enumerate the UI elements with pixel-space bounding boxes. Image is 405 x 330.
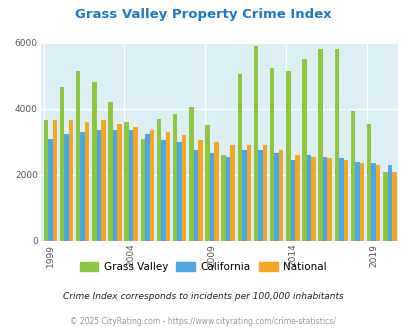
Bar [343, 160, 347, 241]
Bar [285, 71, 290, 241]
Bar [350, 111, 354, 241]
Bar [359, 163, 363, 241]
Bar [214, 142, 218, 241]
Text: Grass Valley Property Crime Index: Grass Valley Property Crime Index [75, 8, 330, 21]
Bar [140, 139, 145, 241]
Bar [96, 130, 101, 241]
Bar [230, 145, 234, 241]
Bar [274, 153, 278, 241]
Bar [165, 132, 170, 241]
Bar [391, 172, 396, 241]
Bar [311, 157, 315, 241]
Bar [128, 130, 133, 241]
Bar [52, 120, 57, 241]
Bar [68, 120, 73, 241]
Text: © 2025 CityRating.com - https://www.cityrating.com/crime-statistics/: © 2025 CityRating.com - https://www.city… [70, 317, 335, 326]
Bar [60, 87, 64, 241]
Bar [306, 155, 311, 241]
Bar [76, 71, 80, 241]
Bar [85, 122, 89, 241]
Bar [189, 107, 193, 241]
Bar [133, 127, 138, 241]
Bar [301, 59, 306, 241]
Bar [221, 155, 225, 241]
Bar [354, 162, 359, 241]
Bar [198, 140, 202, 241]
Bar [326, 158, 331, 241]
Bar [124, 122, 128, 241]
Bar [387, 165, 391, 241]
Bar [43, 120, 48, 241]
Bar [371, 163, 375, 241]
Bar [149, 130, 154, 241]
Bar [225, 157, 230, 241]
Bar [294, 155, 299, 241]
Bar [258, 150, 262, 241]
Bar [246, 145, 250, 241]
Bar [322, 157, 326, 241]
Bar [205, 125, 209, 241]
Bar [80, 132, 85, 241]
Bar [92, 82, 96, 241]
Text: Crime Index corresponds to incidents per 100,000 inhabitants: Crime Index corresponds to incidents per… [62, 292, 343, 301]
Bar [177, 142, 181, 241]
Bar [237, 74, 241, 241]
Bar [64, 134, 68, 241]
Bar [117, 124, 121, 241]
Bar [108, 102, 113, 241]
Bar [209, 153, 214, 241]
Bar [269, 68, 274, 241]
Bar [181, 135, 186, 241]
Bar [278, 150, 283, 241]
Bar [113, 130, 117, 241]
Bar [193, 150, 198, 241]
Bar [241, 150, 246, 241]
Bar [48, 139, 52, 241]
Bar [375, 165, 379, 241]
Bar [338, 158, 343, 241]
Bar [262, 145, 266, 241]
Bar [173, 114, 177, 241]
Bar [161, 140, 165, 241]
Bar [318, 50, 322, 241]
Bar [334, 50, 338, 241]
Bar [290, 160, 294, 241]
Legend: Grass Valley, California, National: Grass Valley, California, National [75, 258, 330, 276]
Bar [366, 124, 371, 241]
Bar [382, 172, 387, 241]
Bar [156, 119, 161, 241]
Bar [253, 46, 258, 241]
Bar [101, 120, 105, 241]
Bar [145, 134, 149, 241]
